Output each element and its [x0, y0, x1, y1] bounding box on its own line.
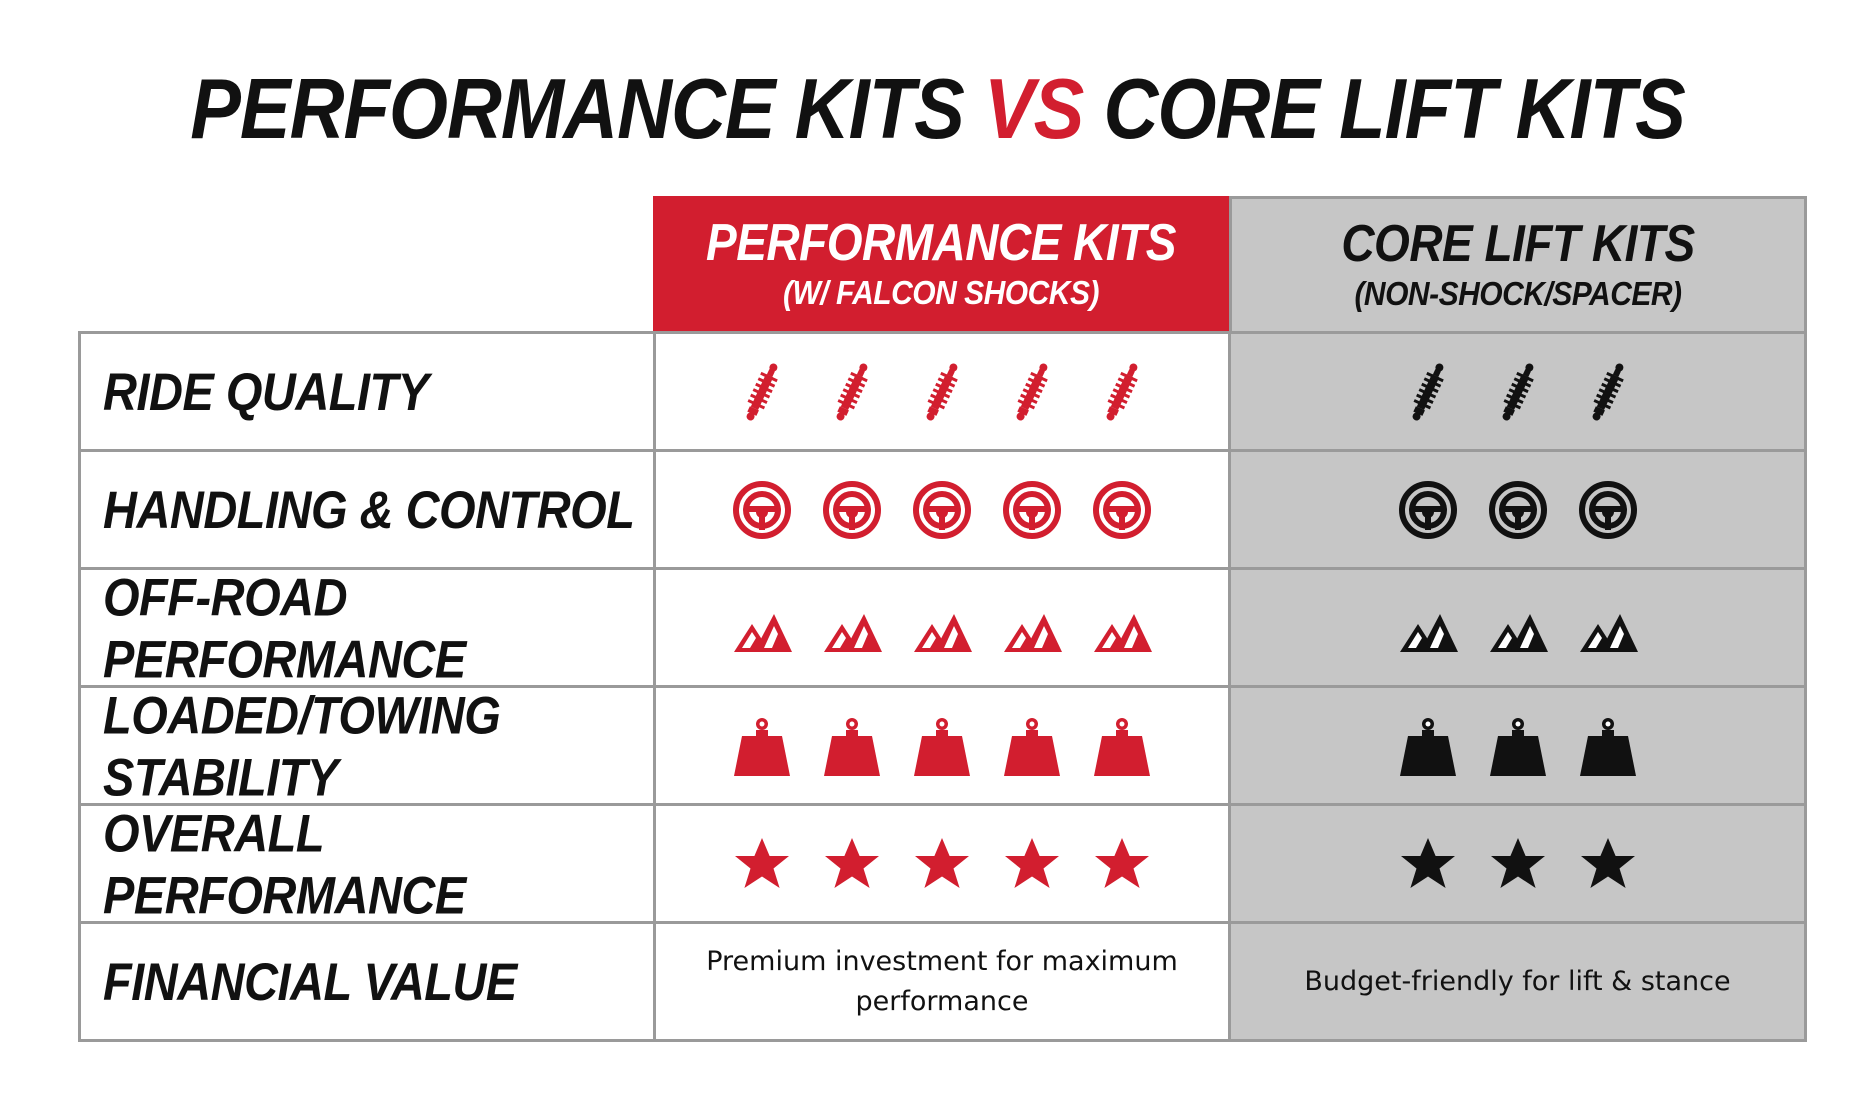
- performance-rating-cell: [656, 334, 1231, 449]
- star-icon: [1578, 832, 1638, 896]
- steering-wheel-icon: [1578, 478, 1638, 542]
- star-icon: [1002, 832, 1062, 896]
- star-icon: [1488, 832, 1548, 896]
- weight-icon: [1092, 714, 1152, 778]
- shock-absorber-icon: [1578, 360, 1638, 424]
- header-core-title: CORE LIFT KITS: [1341, 213, 1695, 273]
- core-rating-cell: [1231, 688, 1804, 803]
- mountain-icon: [1092, 596, 1152, 660]
- title-part-core: CORE LIFT KITS: [1103, 61, 1685, 158]
- mountain-icon: [1398, 596, 1458, 660]
- mountain-icon: [1578, 596, 1638, 660]
- core-rating-cell: [1231, 570, 1804, 685]
- header-core-lift-kits: CORE LIFT KITS (NON-SHOCK/SPACER): [1229, 196, 1807, 331]
- mountain-icon: [912, 596, 972, 660]
- header-core-subtitle: (NON-SHOCK/SPACER): [1354, 275, 1682, 313]
- steering-wheel-icon: [1398, 478, 1458, 542]
- performance-rating-cell: [656, 806, 1231, 921]
- weight-icon: [732, 714, 792, 778]
- mountain-icon: [822, 596, 882, 660]
- performance-value-text: Premium investment for maximum performan…: [706, 945, 1178, 1017]
- steering-wheel-icon: [1488, 478, 1548, 542]
- performance-rating-cell: [656, 452, 1231, 567]
- header-performance-title: PERFORMANCE KITS: [706, 212, 1176, 271]
- star-icon: [1092, 832, 1152, 896]
- mountain-icon: [1488, 596, 1548, 660]
- star-icon: [822, 832, 882, 896]
- steering-wheel-icon: [1002, 478, 1062, 542]
- mountain-icon: [1002, 596, 1062, 660]
- performance-rating-cell: [656, 688, 1231, 803]
- page-title: PERFORMANCE KITS VS CORE LIFT KITS: [0, 67, 1875, 152]
- table-rows: RIDE QUALITY HANDLING & CONTROL OFF-ROAD…: [78, 331, 1807, 1042]
- table-row-overall-performance: OVERALL PERFORMANCE: [81, 803, 1804, 924]
- star-icon: [1398, 832, 1458, 896]
- row-label: FINANCIAL VALUE: [81, 924, 656, 1039]
- title-vs: VS: [983, 61, 1084, 158]
- header-performance-subtitle: (W/ FALCON SHOCKS): [783, 274, 1099, 312]
- shock-absorber-icon: [912, 360, 972, 424]
- weight-icon: [1488, 714, 1548, 778]
- weight-icon: [1002, 714, 1062, 778]
- shock-absorber-icon: [732, 360, 792, 424]
- star-icon: [912, 832, 972, 896]
- shock-absorber-icon: [1398, 360, 1458, 424]
- table-row-ride-quality: RIDE QUALITY: [81, 334, 1804, 452]
- row-label: OFF-ROAD PERFORMANCE: [81, 567, 656, 688]
- shock-absorber-icon: [1092, 360, 1152, 424]
- title-part-performance: PERFORMANCE KITS: [190, 61, 965, 158]
- mountain-icon: [732, 596, 792, 660]
- star-icon: [732, 832, 792, 896]
- shock-absorber-icon: [1488, 360, 1548, 424]
- steering-wheel-icon: [822, 478, 882, 542]
- weight-icon: [1578, 714, 1638, 778]
- table-row-financial-value: FINANCIAL VALUE Premium investment for m…: [81, 924, 1804, 1039]
- steering-wheel-icon: [732, 478, 792, 542]
- table-row-handling-control: HANDLING & CONTROL: [81, 452, 1804, 570]
- core-rating-cell: [1231, 334, 1804, 449]
- steering-wheel-icon: [1092, 478, 1152, 542]
- weight-icon: [822, 714, 882, 778]
- shock-absorber-icon: [1002, 360, 1062, 424]
- row-label: RIDE QUALITY: [81, 334, 656, 449]
- core-rating-cell: [1231, 452, 1804, 567]
- table-row-off-road-performance: OFF-ROAD PERFORMANCE: [81, 567, 1804, 688]
- performance-value-cell: Premium investment for maximum performan…: [656, 924, 1231, 1039]
- header-performance-kits: PERFORMANCE KITS (W/ FALCON SHOCKS): [653, 196, 1229, 331]
- row-label: HANDLING & CONTROL: [81, 452, 656, 567]
- table-row-towing-stability: LOADED/TOWING STABILITY: [81, 685, 1804, 806]
- shock-absorber-icon: [822, 360, 882, 424]
- row-label: OVERALL PERFORMANCE: [81, 803, 656, 924]
- core-rating-cell: [1231, 806, 1804, 921]
- steering-wheel-icon: [912, 478, 972, 542]
- row-label: LOADED/TOWING STABILITY: [81, 685, 656, 806]
- core-value-cell: Budget-friendly for lift & stance: [1231, 924, 1804, 1039]
- weight-icon: [912, 714, 972, 778]
- weight-icon: [1398, 714, 1458, 778]
- core-value-text: Budget-friendly for lift & stance: [1304, 965, 1731, 997]
- performance-rating-cell: [656, 570, 1231, 685]
